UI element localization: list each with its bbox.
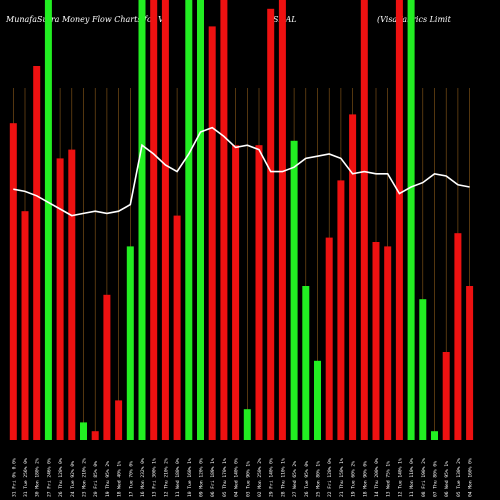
money-flow-bar-6 [80,422,87,440]
x-tick-label-16: 09 Mon 120% 0% [199,458,205,497]
x-tick-label-15: 10 Tue 160% 1% [187,458,193,497]
x-tick-label-9: 18 Wed 40% 1% [117,461,123,497]
money-flow-bar-35 [419,299,427,440]
money-flow-bar-27 [325,237,333,440]
x-tick-label-8: 19 Thu 95% 2% [105,461,111,497]
money-flow-bar-38 [454,233,462,440]
x-tick-label-32: 13 Wed 75% 1% [386,461,392,497]
x-tick-label-34: 11 Mon 110% 0% [409,458,415,497]
money-flow-bar-22 [267,8,275,441]
money-flow-bar-14 [173,215,181,440]
x-tick-label-0: 31 Fri 0% 0.0% [11,458,17,497]
x-tick-label-18: 05 Thu 170% 1% [222,458,228,497]
money-flow-bar-26 [314,360,321,440]
money-flow-bar-29 [349,114,357,441]
x-tick-label-26: 25 Mon 80% 1% [316,461,322,497]
money-flow-line [13,126,470,217]
money-flow-bar-23 [278,0,286,440]
x-tick-label-35: 08 Fri 190% 2% [421,458,427,497]
x-tick-label-20: 03 Tue 90% 1% [245,461,251,497]
x-tick-label-30: 18 Mon 90% 0% [362,461,368,497]
money-flow-bar-8 [103,294,111,440]
money-flow-bar-10 [126,246,134,440]
x-tick-label-38: 05 Tue 130% 2% [456,458,462,497]
money-flow-bar-32 [384,246,392,440]
x-tick-label-14: 11 Wed 180% 0% [175,458,181,497]
money-flow-bar-17 [208,26,216,441]
money-flow-bar-3 [44,0,52,440]
money-flow-bar-11 [138,0,146,440]
money-flow-bar-21 [255,145,263,440]
x-tick-label-4: 26 Thu 120% 0% [58,458,64,497]
x-tick-label-23: 28 Thu 110% 1% [280,458,286,497]
x-tick-label-2: 30 Mon 180% 2% [35,458,41,497]
money-flow-bar-34 [407,0,415,440]
money-flow-bar-16 [197,0,204,440]
x-tick-label-39: 04 Mon 160% 0% [468,458,474,497]
money-flow-bar-24 [290,140,298,441]
x-tick-label-37: 06 Wed 95% 1% [444,461,450,497]
money-flow-bar-33 [395,0,403,440]
money-flow-bar-2 [33,66,41,440]
money-flow-bar-7 [91,431,99,440]
money-flow-bar-28 [337,180,345,440]
x-tick-label-25: 26 Tue 95% 0% [304,461,310,497]
x-tick-label-31: 14 Thu 200% 0% [374,458,380,497]
chart-title-left: MunafaSutra Money Flow Charts for VI [6,15,168,24]
x-tick-label-17: 06 Fri 189% 1% [210,458,216,497]
x-tick-label-29: 19 Tue 60% 2% [351,461,357,497]
money-flow-bar-13 [161,0,169,440]
money-flow-bar-31 [372,242,380,440]
x-tick-label-13: 12 Thu 210% 2% [163,458,169,497]
x-tick-label-7: 20 Fri 85% 0% [93,461,99,497]
x-tick-label-27: 22 Fri 120% 0% [327,458,333,497]
x-tick-label-21: 02 Mon 250% 2% [257,458,263,497]
chart-lines [13,126,470,217]
x-axis-labels: 31 Fri 0% 0.0% 31 Tue 256% 0% 30 Mon 180% … [11,458,473,497]
money-flow-bar-1 [21,211,29,440]
money-flow-bar-37 [442,352,450,440]
x-tick-label-6: 23 Mon 210% 2% [82,458,88,497]
x-tick-label-19: 04 Wed 140% 0% [234,458,240,497]
x-tick-label-24: 27 Wed 65% 2% [292,461,298,497]
x-tick-label-1: 31 Tue 256% 0% [23,458,29,497]
money-flow-bar-5 [68,149,76,440]
money-flow-bar-9 [115,400,123,440]
x-tick-label-36: 07 Thu 80% 0% [433,461,439,497]
money-flow-bar-18 [220,0,228,440]
x-tick-label-22: 29 Fri 140% 0% [269,458,275,497]
x-tick-label-3: 27 Fri 246% 0% [46,458,52,497]
money-flow-bar-0 [9,123,17,440]
money-flow-bar-4 [56,158,64,440]
chart-bars [9,0,474,441]
x-tick-label-28: 21 Thu 150% 1% [339,458,345,497]
x-tick-label-10: 17 Tue 70% 0% [128,461,134,497]
money-flow-bar-19 [232,145,240,440]
money-flow-bar-39 [466,286,474,440]
x-tick-label-5: 24 Tue 92% 0% [70,461,76,497]
x-tick-label-11: 16 Mon 232% 0% [140,458,146,497]
money-flow-bar-36 [431,431,438,440]
money-flow-bar-25 [302,286,310,440]
money-flow-bar-20 [243,409,251,440]
money-flow-bar-15 [185,0,193,440]
x-tick-label-33: 12 Tue 140% 1% [397,458,403,497]
money-flow-bar-12 [150,0,158,440]
x-tick-label-12: 13 Fri 300% 1% [152,458,158,497]
money-flow-bar-30 [360,0,368,440]
